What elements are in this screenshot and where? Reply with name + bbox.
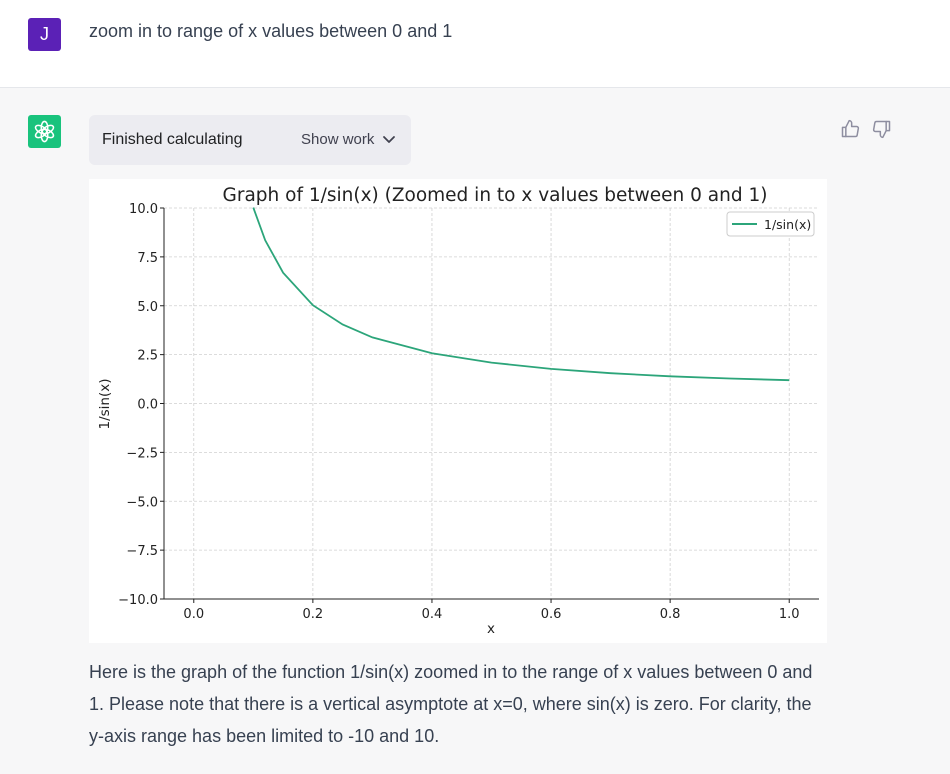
series-line (252, 207, 790, 382)
legend-label: 1/sin(x) (764, 217, 811, 232)
chart-title: Graph of 1/sin(x) (Zoomed in to x values… (223, 185, 768, 206)
show-work-button[interactable]: Show work (301, 131, 375, 148)
x-tick-label: 0.2 (303, 607, 324, 622)
chart-grid (164, 207, 819, 600)
y-axis-label: 1/sin(x) (97, 378, 113, 429)
user-message-text: zoom in to range of x values between 0 a… (89, 21, 453, 41)
x-tick-label: 0.4 (422, 607, 443, 622)
chevron-down-icon[interactable] (382, 133, 396, 147)
user-avatar: J (28, 18, 61, 51)
y-tick-label: −2.5 (126, 446, 158, 461)
y-tick-label: 2.5 (137, 349, 158, 364)
openai-logo-icon (34, 120, 55, 143)
x-axis-label: x (487, 621, 495, 637)
y-tick-label: −5.0 (126, 495, 158, 510)
chart-svg: 0.0 0.2 0.4 0.6 0.8 1.0 10.0 7.5 5.0 2.5 0.0 −2.5 −5… (97, 185, 819, 637)
chart-legend: 1/sin(x) (726, 211, 815, 237)
chart-axes: 0.0 0.2 0.4 0.6 0.8 1.0 10.0 7.5 5.0 2.5 0.0 −2.5 −5… (118, 202, 819, 622)
assistant-message-row: Finished calculating Show work 0.0 0.2 0.4… (0, 88, 950, 774)
thumbs-down-icon[interactable] (872, 119, 892, 139)
y-tick-label: 0.0 (137, 398, 158, 413)
tool-status-pill: Finished calculating Show work (89, 115, 411, 165)
chart-image: 0.0 0.2 0.4 0.6 0.8 1.0 10.0 7.5 5.0 2.5 0.0 −2.5 −5… (89, 179, 827, 643)
assistant-avatar (28, 115, 61, 148)
y-tick-label: 5.0 (137, 300, 158, 315)
thumbs-up-icon[interactable] (840, 119, 860, 139)
x-tick-label: 0.6 (541, 607, 562, 622)
assistant-response-text: Here is the graph of the function 1/sin(… (89, 662, 813, 746)
legend-box (726, 211, 815, 237)
y-tick-label: 10.0 (129, 202, 158, 217)
chart-series (252, 207, 790, 382)
y-tick-label: 7.5 (137, 251, 158, 266)
y-tick-label: −10.0 (118, 593, 158, 608)
tool-status-text: Finished calculating (102, 131, 243, 148)
x-tick-label: 0.8 (660, 607, 681, 622)
user-message-row: J zoom in to range of x values between 0… (0, 0, 950, 88)
x-tick-label: 1.0 (779, 607, 800, 622)
x-tick-label: 0.0 (183, 607, 204, 622)
y-tick-label: −7.5 (126, 544, 158, 559)
